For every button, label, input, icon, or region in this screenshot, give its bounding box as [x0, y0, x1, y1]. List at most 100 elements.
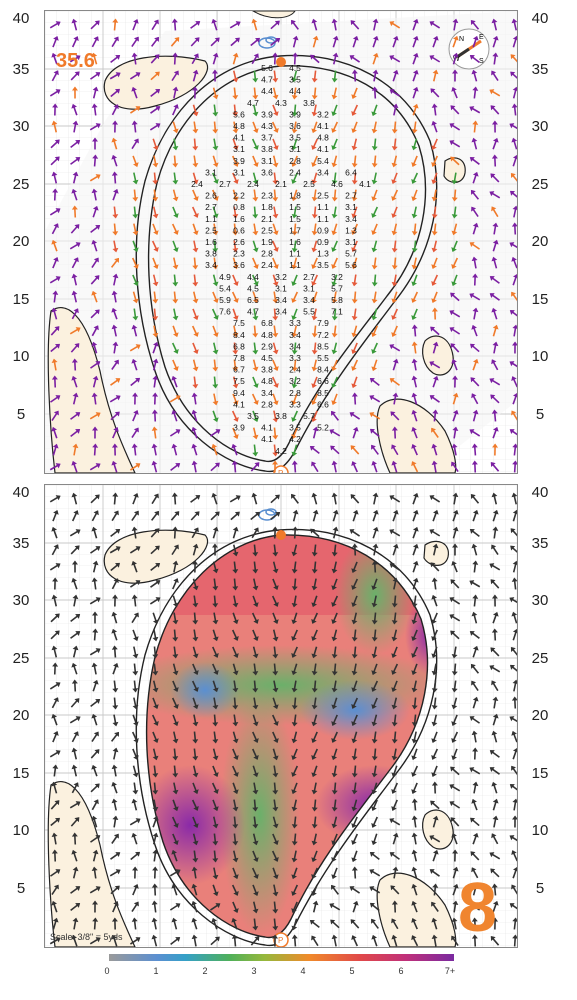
slope-arrow	[412, 103, 419, 116]
slope-arrow	[291, 325, 298, 338]
slope-value-label: 3.4	[261, 388, 273, 398]
slope-arrow	[192, 714, 199, 727]
slope-arrow	[371, 206, 379, 218]
slope-arrow	[132, 748, 139, 760]
slope-arrow	[492, 341, 499, 354]
slope-arrow	[331, 731, 338, 743]
slope-arrow	[472, 696, 479, 709]
slope-arrow	[511, 291, 517, 302]
slope-arrow	[329, 429, 341, 437]
slope-arrow	[172, 663, 179, 676]
slope-arrow	[489, 665, 501, 673]
y-tick-label: 35	[531, 535, 549, 552]
slope-arrow	[90, 72, 101, 80]
slope-arrow	[491, 154, 498, 167]
slope-arrow	[509, 716, 517, 724]
slope-arrow	[511, 18, 517, 31]
slope-arrow	[431, 629, 439, 641]
slope-arrow	[331, 884, 339, 895]
slope-arrow	[131, 917, 138, 930]
slope-arrow	[451, 646, 458, 659]
slope-arrow	[389, 852, 400, 860]
slope-arrow	[152, 291, 159, 304]
slope-arrow	[49, 21, 61, 29]
slope-arrow	[92, 154, 99, 167]
slope-arrow	[371, 731, 378, 744]
slope-arrow	[250, 37, 261, 47]
slope-arrow	[449, 140, 461, 148]
slope-arrow	[192, 138, 199, 151]
slope-arrow	[91, 290, 98, 303]
slope-arrow	[229, 495, 241, 503]
slope-arrow	[212, 359, 219, 372]
slope-arrow	[512, 934, 517, 947]
slope-arrow	[351, 274, 358, 287]
slope-arrow	[351, 104, 359, 116]
slope-value-label: 3.1	[233, 167, 245, 177]
slope-arrow	[171, 816, 179, 828]
slope-arrow	[50, 869, 61, 877]
slope-arrow	[512, 628, 517, 641]
slope-arrow	[411, 308, 418, 320]
slope-arrow	[171, 70, 179, 82]
slope-arrow	[492, 509, 499, 522]
slope-arrow	[111, 359, 119, 370]
slope-arrow	[451, 86, 458, 99]
slope-arrow	[51, 849, 58, 862]
slope-arrow	[372, 18, 379, 31]
slope-arrow	[311, 544, 318, 557]
slope-arrow	[431, 240, 438, 253]
slope-arrow	[470, 19, 480, 30]
slope-arrow	[252, 850, 259, 863]
slope-arrow	[252, 629, 259, 642]
slope-arrow	[71, 731, 79, 743]
slope-arrow	[491, 206, 499, 218]
slope-value-label: 7.8	[233, 353, 245, 363]
slope-arrow	[71, 257, 79, 269]
slope-arrow	[351, 799, 358, 812]
slope-arrow	[351, 461, 359, 473]
slope-arrow	[311, 782, 318, 795]
slope-arrow	[431, 901, 439, 912]
slope-arrow	[252, 206, 259, 219]
slope-arrow	[251, 527, 259, 539]
slope-arrow	[169, 395, 181, 403]
slope-arrow	[431, 594, 438, 607]
slope-arrow	[92, 205, 99, 218]
slope-arrow	[490, 105, 500, 115]
slope-arrow	[491, 307, 498, 320]
slope-arrow	[412, 526, 419, 539]
slope-arrow	[111, 137, 118, 150]
slope-arrow	[49, 89, 61, 97]
slope-arrow	[209, 429, 221, 437]
slope-arrow	[192, 816, 199, 829]
slope-value-label: 3.1	[303, 283, 315, 293]
slope-value-label: 3.4	[303, 295, 315, 305]
slope-arrow	[351, 833, 359, 845]
slope-arrow	[451, 240, 458, 253]
slope-arrow	[311, 816, 318, 829]
slope-arrow	[511, 376, 517, 388]
slope-arrow	[91, 52, 98, 65]
slope-arrow	[450, 766, 460, 776]
slope-arrow	[369, 428, 380, 438]
slope-arrow	[471, 256, 478, 269]
slope-arrow	[92, 86, 99, 99]
slope-arrow	[91, 713, 98, 726]
slope-value-label: 1.1	[289, 249, 301, 259]
slope-arrow	[212, 680, 219, 693]
slope-arrow	[112, 120, 119, 133]
bunker-top	[252, 11, 296, 19]
slope-arrow	[452, 866, 459, 879]
slope-arrow	[172, 799, 179, 812]
slope-arrow	[129, 106, 141, 114]
slope-arrow	[272, 765, 279, 778]
slope-arrow	[211, 782, 219, 794]
slope-arrow	[331, 359, 338, 372]
slope-arrow	[451, 257, 459, 269]
slope-arrow	[489, 89, 501, 97]
slope-arrow	[291, 680, 298, 693]
y-tick-label: 30	[531, 118, 549, 135]
slope-arrow	[112, 815, 119, 828]
slope-value-label: 4.5	[247, 283, 259, 293]
